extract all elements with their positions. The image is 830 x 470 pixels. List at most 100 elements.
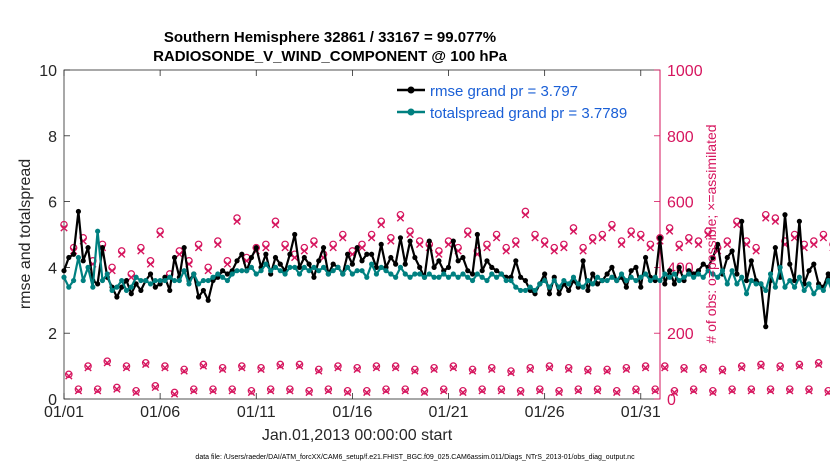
- rmse-point: [248, 254, 255, 261]
- rmse-point: [729, 248, 735, 254]
- obs-possible-marker: [324, 385, 333, 393]
- totalspread-point: [359, 268, 365, 274]
- rmse-point: [320, 245, 327, 251]
- totalspread-point: [95, 228, 101, 234]
- obs-possible-marker: [103, 357, 112, 365]
- y-tick-label: 2: [48, 326, 57, 343]
- totalspread-point: [119, 277, 125, 284]
- obs-assimilated-marker: [444, 240, 453, 249]
- obs-assimilated-marker: [339, 234, 347, 242]
- obs-possible-marker: [526, 363, 535, 372]
- obs-assimilated-marker: [459, 388, 467, 397]
- obs-possible-marker: [161, 362, 169, 370]
- totalspread-point: [431, 274, 437, 280]
- totalspread-point: [445, 274, 452, 280]
- totalspread-point: [647, 277, 653, 284]
- totalspread-point: [551, 277, 557, 284]
- rmse-point: [412, 254, 418, 261]
- obs-assimilated-marker: [550, 247, 558, 255]
- obs-assimilated-marker: [391, 364, 400, 372]
- totalspread-point: [282, 271, 288, 277]
- rmse-point: [181, 245, 187, 251]
- totalspread-point: [364, 274, 370, 280]
- totalspread-point: [320, 264, 327, 270]
- totalspread-point: [667, 274, 673, 280]
- rmse-point: [638, 284, 644, 290]
- obs-assimilated-marker: [632, 387, 640, 395]
- totalspread-point: [181, 268, 187, 274]
- obs-assimilated-marker: [810, 240, 818, 249]
- totalspread-point: [215, 271, 221, 277]
- totalspread-point: [239, 268, 245, 274]
- totalspread-point: [397, 264, 404, 270]
- obs-assimilated-marker: [358, 243, 366, 252]
- obs-assimilated-marker: [502, 247, 510, 255]
- rmse-point: [287, 251, 293, 257]
- obs-possible-marker: [449, 362, 458, 370]
- totalspread-point: [493, 274, 500, 280]
- obs-assimilated-marker: [310, 240, 318, 249]
- y-right-tick-label: 600: [667, 195, 694, 212]
- obs-assimilated-marker: [689, 387, 698, 395]
- obs-assimilated-marker: [300, 247, 309, 255]
- obs-assimilated-marker: [305, 388, 313, 397]
- totalspread-point: [71, 277, 77, 284]
- totalspread-point: [421, 274, 428, 280]
- totalspread-point: [743, 291, 750, 297]
- totalspread-point: [277, 268, 283, 274]
- obs-possible-marker: [247, 386, 256, 395]
- totalspread-point: [436, 274, 442, 280]
- obs-possible-marker: [757, 360, 765, 369]
- rmse-point: [604, 271, 610, 277]
- obs-possible-marker: [766, 385, 775, 393]
- totalspread-point: [753, 281, 759, 287]
- rmse-point: [787, 261, 793, 267]
- obs-assimilated-marker: [382, 387, 390, 395]
- obs-assimilated-marker: [387, 237, 395, 245]
- obs-possible-marker: [761, 210, 770, 219]
- legend-label-spread: totalspread grand pr = 3.7789: [430, 105, 627, 122]
- totalspread-point: [561, 277, 567, 284]
- rmse-point: [609, 264, 615, 270]
- obs-assimilated-marker: [223, 260, 232, 268]
- obs-possible-marker: [661, 362, 669, 370]
- rmse-point: [95, 281, 101, 287]
- obs-assimilated-marker: [723, 240, 731, 249]
- rmse-point: [354, 245, 360, 251]
- y-tick-label: 4: [48, 260, 57, 277]
- legend-marker-rmse: [407, 86, 415, 94]
- obs-possible-marker: [478, 385, 486, 393]
- x-tick-label: 01/01: [44, 404, 84, 421]
- totalspread-point: [114, 284, 120, 290]
- obs-possible-marker: [545, 362, 554, 370]
- totalspread-point: [585, 277, 591, 284]
- obs-assimilated-marker: [238, 364, 246, 372]
- obs-assimilated-marker: [286, 387, 294, 395]
- obs-possible-marker: [680, 363, 688, 372]
- obs-assimilated-marker: [814, 360, 823, 369]
- y-axis: 0 2 4 6 8 10: [39, 63, 70, 409]
- obs-assimilated-marker: [564, 365, 573, 374]
- rmse-point: [263, 251, 269, 257]
- obs-assimilated-marker: [353, 365, 361, 374]
- totalspread-point: [599, 277, 605, 284]
- totalspread-point: [518, 287, 524, 294]
- totalspread-point: [268, 268, 274, 274]
- obs-possible-marker: [439, 385, 448, 393]
- obs-assimilated-marker: [430, 365, 438, 374]
- rmse-point: [772, 245, 778, 251]
- totalspread-point: [618, 271, 625, 277]
- rmse-point: [667, 268, 673, 274]
- rmse-point: [782, 212, 788, 218]
- rmse-point: [436, 258, 442, 264]
- obs-assimilated-marker: [786, 387, 794, 395]
- obs-possible-marker: [752, 243, 760, 252]
- rmse-point: [734, 271, 740, 277]
- totalspread-point: [426, 271, 432, 277]
- obs-assimilated-marker: [492, 234, 501, 242]
- obs-possible-marker: [723, 237, 732, 245]
- totalspread-point: [527, 284, 533, 290]
- totalspread-point: [657, 277, 663, 284]
- obs-possible-marker: [218, 363, 227, 372]
